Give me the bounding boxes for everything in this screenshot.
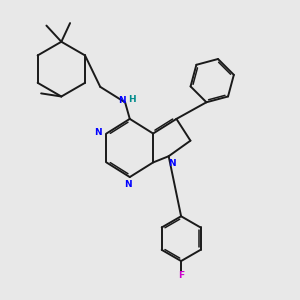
Text: H: H: [128, 95, 136, 104]
Text: N: N: [94, 128, 102, 137]
Text: N: N: [168, 159, 176, 168]
Text: F: F: [178, 271, 184, 280]
Text: N: N: [118, 96, 126, 105]
Text: N: N: [124, 180, 132, 189]
